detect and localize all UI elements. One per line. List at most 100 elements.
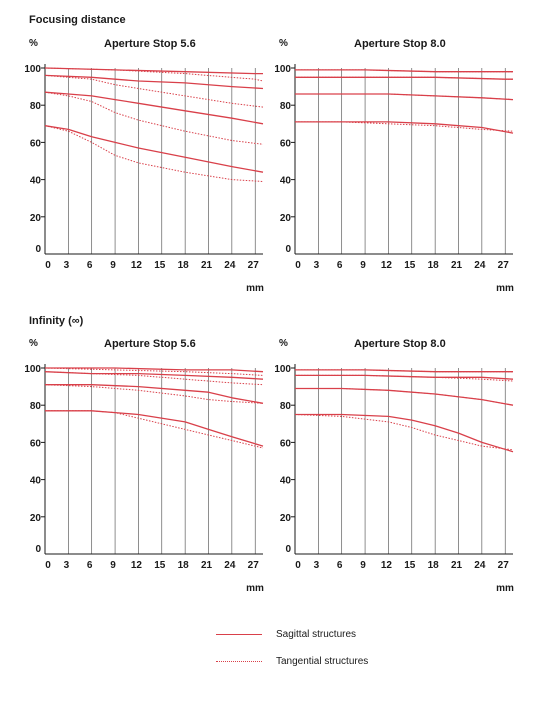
chart-focus-f8-0: % Aperture Stop 8.0 0 20 40 60 80 100 0 3 6 9 12 15… [274,18,519,318]
sagittal-mtf-curve [44,91,264,125]
sagittal-mtf-curve [295,69,513,73]
tangential-mtf-curve [295,93,514,101]
sagittal-mtf-curve [45,367,264,373]
y-tick-label: 60 [280,438,292,449]
y-tick-label: 100 [274,364,291,375]
sagittal-mtf-curve [44,371,264,380]
infinity-title: Infinity (∞) [29,315,84,327]
x-tick-label: 9 [110,560,116,571]
tangential-mtf-curve [295,374,514,382]
x-unit-label: mm [246,283,264,294]
y-tick-label: 0 [285,244,291,255]
x-tick-label: 3 [64,260,70,271]
x-tick-label: 0 [295,560,301,571]
y-tick-label: 80 [30,401,42,412]
x-unit-label: mm [496,283,514,294]
tangential-mtf-curve [295,121,514,132]
y-unit-label: % [279,38,288,49]
x-tick-label: 24 [474,560,486,571]
legend-tangential: Tangential structures [216,656,368,667]
x-tick-label: 15 [154,260,166,271]
y-unit-label: % [279,338,288,349]
plot-area: 0 20 40 60 80 100 0 3 6 9 12 15 18 21 24 27 mm [274,64,514,294]
x-tick-label: 24 [474,260,486,271]
y-tick-label: 40 [30,476,42,487]
chart-focus-f5-6: % Aperture Stop 5.6 0 20 40 60 80 100 0 3 6 9 12 15… [24,18,269,318]
y-tick-label: 40 [30,176,42,187]
tangential-mtf-curve [44,371,264,386]
tangential-line-swatch [216,661,262,662]
y-tick-label: 60 [30,438,42,449]
chart-infinity-f8-0: % Aperture Stop 8.0 0 20 40 60 80 100 0 3 6 9 12 15… [274,318,519,618]
y-tick-label: 80 [280,101,292,112]
chart-infinity-f5-6: % Aperture Stop 5.6 0 20 40 60 80 100 0 3 6 9 12 15… [24,318,269,618]
sagittal-mtf-curve [295,374,514,380]
x-tick-label: 0 [45,260,51,271]
x-tick-label: 18 [178,560,190,571]
x-tick-label: 0 [295,260,301,271]
y-tick-label: 80 [30,101,42,112]
y-tick-label: 20 [280,213,292,224]
x-tick-label: 6 [337,260,343,271]
x-tick-label: 3 [64,560,70,571]
y-tick-label: 20 [30,513,42,524]
y-tick-label: 0 [35,244,41,255]
x-tick-label: 21 [201,260,213,271]
x-tick-label: 18 [428,560,440,571]
chart-title: Aperture Stop 8.0 [354,338,446,350]
x-tick-label: 18 [178,260,190,271]
chart-title: Aperture Stop 5.6 [104,38,196,50]
y-tick-label: 40 [280,476,292,487]
tangential-mtf-curve [44,125,264,182]
chart-title: Aperture Stop 5.6 [104,338,196,350]
focusing-distance-title: Focusing distance [29,14,126,26]
chart-title: Aperture Stop 8.0 [354,38,446,50]
x-tick-label: 21 [451,560,463,571]
x-tick-label: 24 [224,260,236,271]
y-tick-label: 40 [280,176,292,187]
y-tick-label: 0 [285,544,291,555]
sagittal-mtf-curve [44,125,264,173]
x-tick-label: 21 [451,260,463,271]
x-tick-label: 6 [87,260,93,271]
y-tick-label: 60 [280,138,292,149]
x-tick-label: 9 [360,560,366,571]
x-tick-label: 27 [498,260,510,271]
legend-sagittal: Sagittal structures [216,629,356,640]
y-tick-label: 80 [280,401,292,412]
x-tick-label: 18 [428,260,440,271]
x-tick-label: 0 [45,560,51,571]
sagittal-mtf-curve [295,413,514,453]
plot-area: 0 20 40 60 80 100 0 3 6 9 12 15 18 21 24 27 mm [24,64,264,294]
x-tick-label: 27 [498,560,510,571]
y-tick-label: 60 [30,138,42,149]
x-tick-label: 9 [110,260,116,271]
tangential-mtf-curve [44,74,264,108]
x-tick-label: 12 [131,260,143,271]
legend-tangential-label: Tangential structures [276,656,369,667]
sagittal-mtf-curve [45,410,264,447]
tangential-mtf-curve [295,388,514,406]
tangential-mtf-curve [44,67,264,82]
y-tick-label: 100 [24,364,41,375]
tangential-mtf-curve [44,91,264,145]
sagittal-line-swatch [216,634,262,635]
y-tick-label: 0 [35,544,41,555]
sagittal-mtf-curve [44,74,264,90]
x-tick-label: 3 [314,560,320,571]
x-tick-label: 27 [248,560,260,571]
x-tick-label: 15 [404,560,416,571]
x-tick-label: 6 [337,560,343,571]
x-tick-label: 21 [201,560,213,571]
y-tick-label: 100 [24,64,41,75]
x-tick-label: 6 [87,560,93,571]
x-tick-label: 15 [404,260,416,271]
y-tick-label: 20 [280,513,292,524]
tangential-mtf-curve [45,410,264,449]
sagittal-mtf-curve [295,369,513,373]
y-tick-label: 100 [274,64,291,75]
sagittal-mtf-curve [44,67,263,75]
x-tick-label: 9 [360,260,366,271]
x-tick-label: 24 [224,560,236,571]
x-tick-label: 27 [248,260,260,271]
